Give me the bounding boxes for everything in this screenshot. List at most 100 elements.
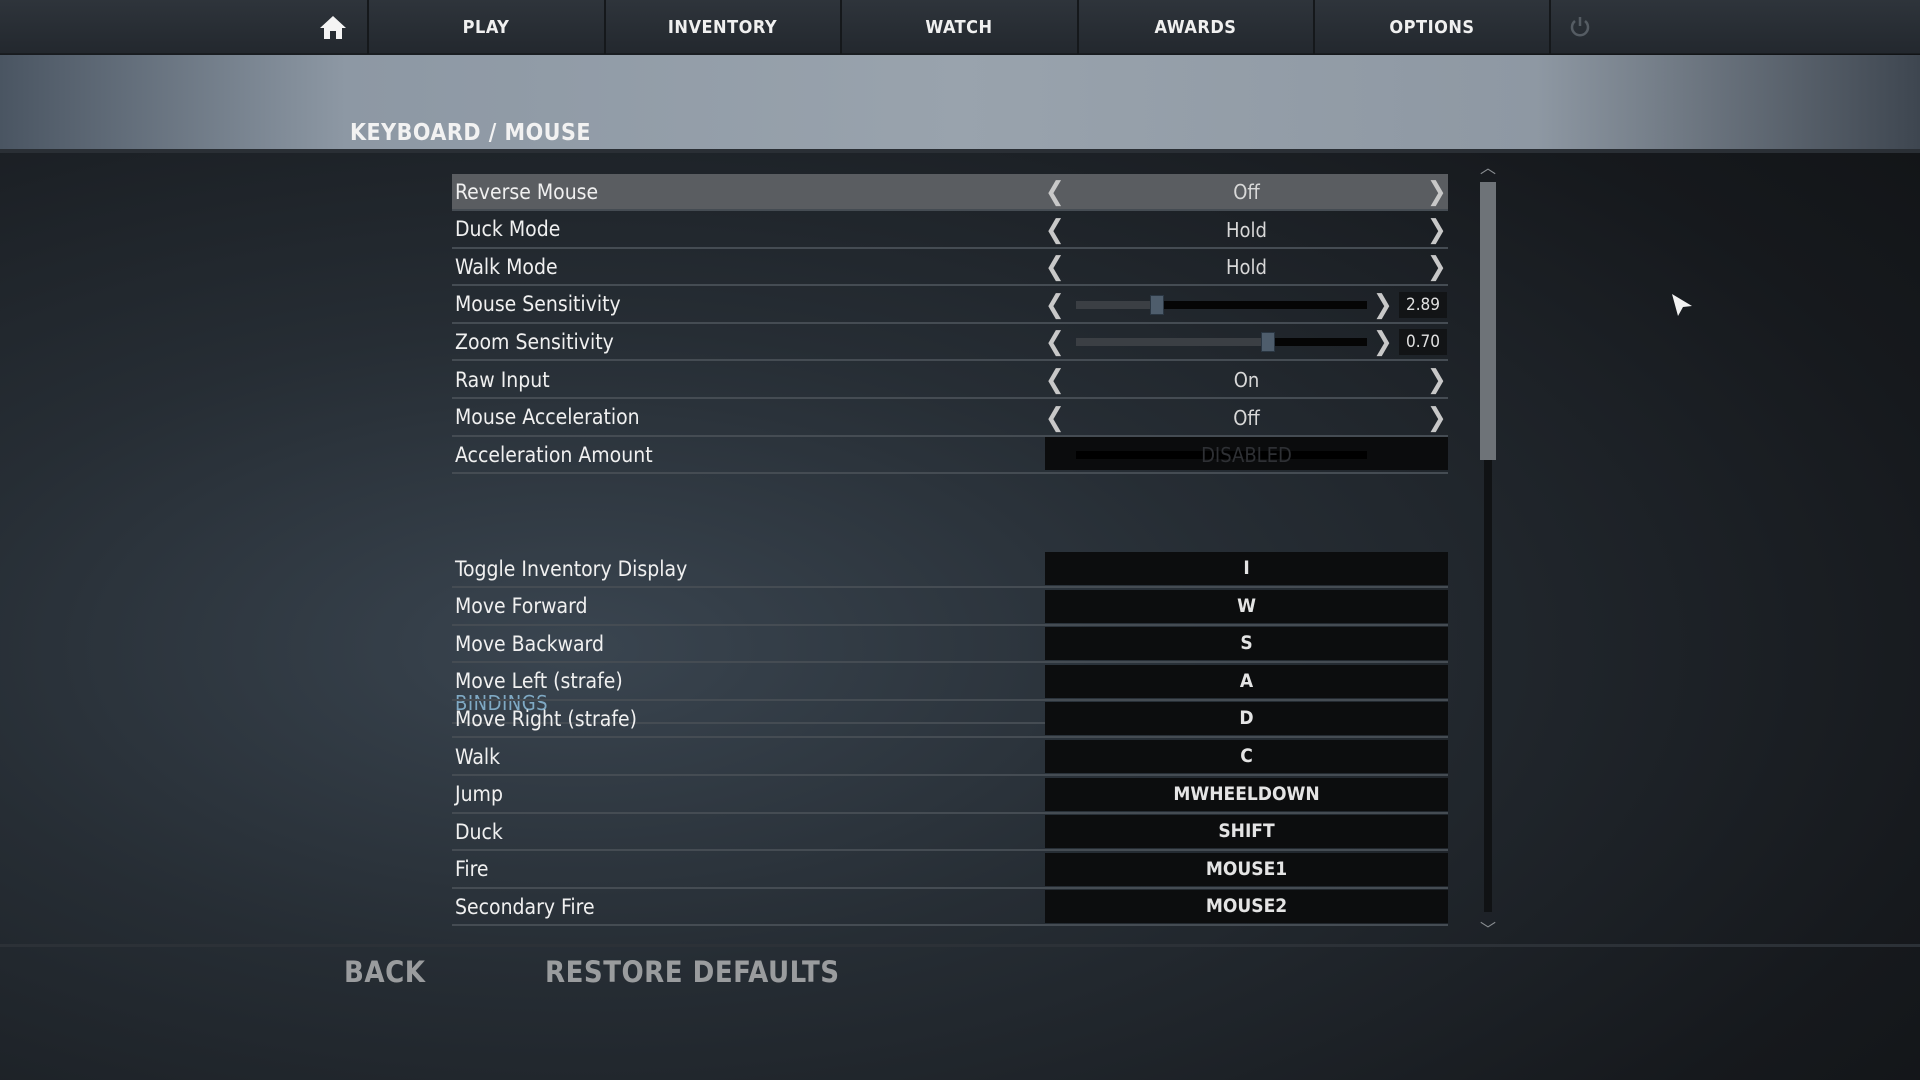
binding-row[interactable]: Toggle Inventory Display I [452, 551, 1448, 588]
chevron-left-icon[interactable]: ❮ [1045, 402, 1065, 433]
scrollbar-track[interactable] [1484, 182, 1492, 912]
binding-label: Fire [455, 857, 489, 882]
home-icon [320, 16, 346, 39]
slider-thumb[interactable] [1261, 332, 1276, 353]
slider-fill [1076, 338, 1269, 347]
scroll-up-icon[interactable]: ︿ [1480, 158, 1497, 177]
binding-row[interactable]: Move Left (strafe) A [452, 664, 1448, 701]
restore-defaults-button[interactable]: RESTORE DEFAULTS [545, 955, 840, 989]
binding-row[interactable]: Move Backward S [452, 626, 1448, 664]
value-selector: DISABLED [1045, 437, 1448, 471]
slider-fill [1076, 300, 1158, 309]
header-band [0, 55, 1920, 153]
divider [452, 722, 1448, 724]
binding-label: Jump [455, 782, 503, 807]
chevron-left-icon[interactable]: ❮ [1045, 252, 1065, 283]
chevron-left-icon[interactable]: ❮ [1045, 365, 1065, 395]
key-binding-button[interactable]: I [1045, 552, 1448, 585]
setting-row[interactable]: Walk Mode ❮ Hold ❯ [452, 249, 1448, 287]
value-selector[interactable]: ❮ Off ❯ [1045, 174, 1448, 209]
setting-label: Acceleration Amount [455, 442, 653, 467]
setting-label: Mouse Acceleration [455, 405, 640, 430]
tab-play[interactable]: PLAY [367, 0, 603, 54]
slider-thumb[interactable] [1150, 294, 1165, 315]
value-text: On [1233, 368, 1260, 392]
scroll-down-icon[interactable]: ﹀ [1480, 920, 1497, 939]
value-text: Off [1233, 405, 1260, 430]
slider[interactable]: ❮ ❯ 0.70 [1045, 324, 1448, 359]
key-binding-button[interactable]: C [1045, 740, 1448, 773]
binding-row[interactable]: Secondary Fire MOUSE2 [452, 889, 1448, 927]
value-selector[interactable]: ❮ On ❯ [1045, 362, 1448, 397]
footer-divider [0, 944, 1920, 947]
key-binding-button[interactable]: MOUSE2 [1045, 890, 1448, 924]
power-button[interactable] [1549, 0, 1609, 54]
binding-label: Move Forward [455, 594, 588, 619]
chevron-left-icon[interactable]: ❮ [1045, 214, 1065, 245]
chevron-right-icon[interactable]: ❯ [1427, 177, 1447, 207]
binding-label: Secondary Fire [455, 894, 595, 919]
chevron-right-icon[interactable]: ❯ [1373, 327, 1393, 358]
chevron-left-icon[interactable]: ❮ [1045, 177, 1065, 207]
value-selector[interactable]: ❮ Off ❯ [1045, 400, 1448, 435]
key-binding-button[interactable]: MOUSE1 [1045, 852, 1448, 886]
slider[interactable]: ❮ ❯ 2.89 [1045, 287, 1448, 322]
power-icon [1570, 17, 1590, 37]
value-text: DISABLED [1201, 443, 1292, 468]
chevron-right-icon[interactable]: ❯ [1427, 402, 1447, 433]
key-binding-button[interactable]: MWHEELDOWN [1045, 777, 1448, 811]
mouse-cursor-icon [1672, 294, 1692, 316]
key-binding-button[interactable]: SHIFT [1045, 815, 1448, 849]
binding-row[interactable]: Jump MWHEELDOWN [452, 777, 1448, 814]
back-button[interactable]: BACK [344, 955, 426, 989]
setting-row[interactable]: Raw Input ❮ On ❯ [452, 362, 1448, 399]
binding-row[interactable]: Walk C [452, 739, 1448, 776]
slider-value[interactable]: 0.70 [1399, 329, 1447, 356]
tab-watch[interactable]: WATCH [840, 0, 1076, 54]
key-binding-button[interactable]: W [1045, 589, 1448, 623]
tab-options[interactable]: OPTIONS [1313, 0, 1549, 54]
chevron-left-icon[interactable]: ❮ [1045, 327, 1065, 358]
tab-awards[interactable]: AWARDS [1076, 0, 1313, 54]
tab-inventory[interactable]: INVENTORY [603, 0, 840, 54]
binding-label: Move Backward [455, 631, 604, 656]
bindings-header: BINDINGS [455, 691, 549, 715]
scrollbar[interactable]: ︿ ﹀ [1480, 160, 1496, 940]
top-nav: PLAY INVENTORY WATCH AWARDS OPTIONS [0, 0, 1920, 54]
chevron-right-icon[interactable]: ❯ [1427, 365, 1447, 395]
setting-row[interactable]: Acceleration Amount DISABLED [452, 437, 1448, 475]
value-selector[interactable]: ❮ Hold ❯ [1045, 249, 1448, 284]
binding-row[interactable]: Move Forward W [452, 589, 1448, 626]
setting-row[interactable]: Mouse Acceleration ❮ Off ❯ [452, 400, 1448, 437]
chevron-right-icon[interactable]: ❯ [1373, 289, 1393, 320]
binding-label: Duck [455, 819, 503, 844]
setting-row[interactable]: Zoom Sensitivity ❮ ❯ 0.70 [452, 324, 1448, 362]
slider-track[interactable] [1076, 332, 1367, 353]
binding-row[interactable]: Fire MOUSE1 [452, 852, 1448, 889]
setting-row[interactable]: Mouse Sensitivity ❮ ❯ 2.89 [452, 287, 1448, 324]
slider-value[interactable]: 2.89 [1399, 291, 1447, 318]
key-binding-button[interactable]: S [1045, 627, 1448, 661]
key-binding-button[interactable]: A [1045, 664, 1448, 698]
setting-label: Zoom Sensitivity [455, 329, 614, 354]
page-title: KEYBOARD / MOUSE [350, 120, 592, 146]
binding-label: Move Right (strafe) [455, 706, 638, 731]
setting-row[interactable]: Reverse Mouse ❮ Off ❯ [452, 174, 1448, 211]
chevron-left-icon[interactable]: ❮ [1045, 289, 1065, 320]
setting-label: Raw Input [455, 367, 550, 392]
binding-label: Move Left (strafe) [455, 669, 623, 694]
chevron-right-icon[interactable]: ❯ [1427, 214, 1447, 245]
key-binding-button[interactable]: D [1045, 702, 1448, 736]
setting-label: Duck Mode [455, 217, 561, 242]
binding-row[interactable]: Duck SHIFT [452, 814, 1448, 852]
home-button[interactable] [318, 14, 348, 40]
slider-track [1076, 451, 1367, 460]
binding-label: Toggle Inventory Display [455, 556, 688, 581]
scrollbar-thumb[interactable] [1480, 182, 1496, 460]
setting-row[interactable]: Duck Mode ❮ Hold ❯ [452, 212, 1448, 249]
binding-row[interactable]: Move Right (strafe) D [452, 701, 1448, 739]
value-selector[interactable]: ❮ Hold ❯ [1045, 212, 1448, 247]
slider-track[interactable] [1076, 294, 1367, 315]
setting-label: Walk Mode [455, 254, 558, 279]
chevron-right-icon[interactable]: ❯ [1427, 252, 1447, 283]
